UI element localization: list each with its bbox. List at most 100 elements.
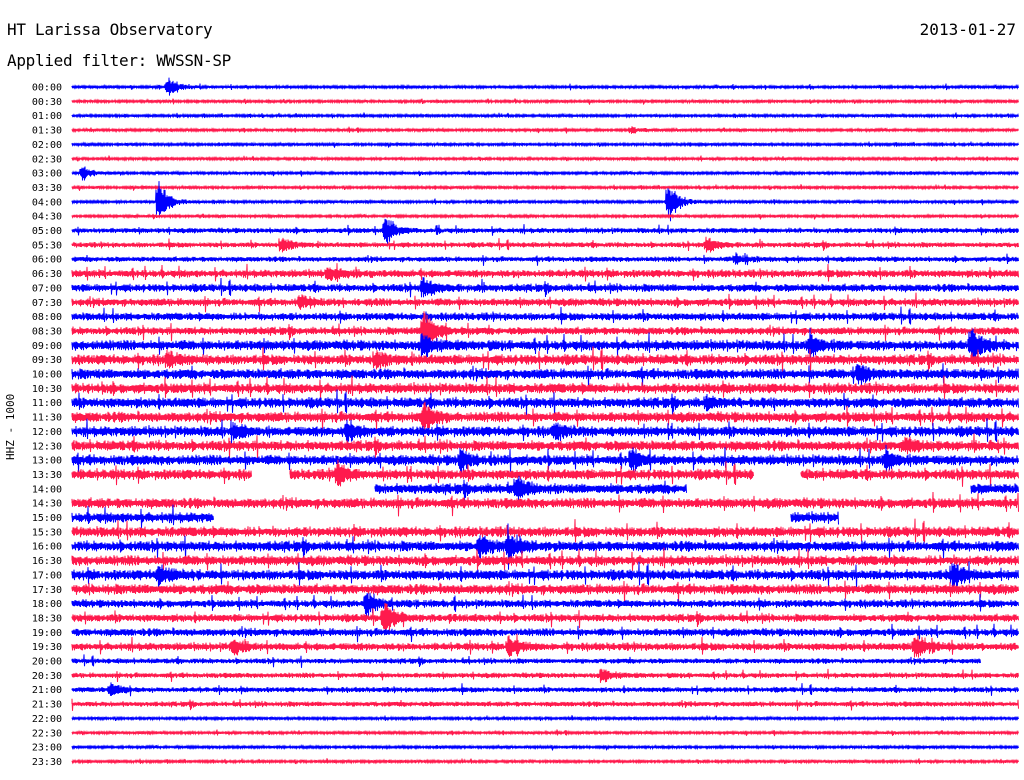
date-label: 2013-01-27 — [919, 20, 1016, 39]
row-time-label: 02:00 — [32, 140, 62, 151]
row-time-label: 15:30 — [32, 527, 62, 538]
row-time-label: 11:30 — [32, 413, 62, 424]
row-time-label: 21:00 — [32, 685, 62, 696]
row-time-label: 21:30 — [32, 700, 62, 711]
trace-row — [71, 633, 1019, 658]
row-time-label: 17:30 — [32, 585, 62, 596]
row-time-label: 18:30 — [32, 613, 62, 624]
station-title: HT Larissa Observatory — [7, 20, 213, 39]
row-time-label: 23:30 — [32, 757, 62, 768]
trace-row — [71, 698, 1019, 711]
trace-row — [374, 475, 1019, 501]
row-time-label: 07:00 — [32, 283, 62, 294]
row-time-label: 12:30 — [32, 441, 62, 452]
row-time-label: 15:00 — [32, 513, 62, 524]
trace-row — [71, 758, 1019, 765]
trace-row — [71, 212, 1019, 220]
row-time-label: 10:30 — [32, 384, 62, 395]
row-time-label: 13:30 — [32, 470, 62, 481]
trace-row — [71, 77, 1019, 96]
trace-row — [71, 580, 1019, 603]
row-time-label: 11:00 — [32, 398, 62, 409]
trace-row — [71, 602, 1019, 633]
row-time-label: 04:30 — [32, 212, 62, 223]
trace-row — [71, 166, 1019, 181]
trace-row — [71, 184, 1019, 191]
row-time-label: 08:00 — [32, 312, 62, 323]
row-time-label: 14:00 — [32, 484, 62, 495]
row-time-label: 13:00 — [32, 456, 62, 467]
trace-row — [71, 327, 1019, 362]
trace-row — [71, 236, 1019, 253]
row-time-label: 01:30 — [32, 126, 62, 137]
trace-row — [71, 729, 1019, 737]
trace-row — [71, 306, 1019, 325]
row-time-label: 14:30 — [32, 499, 62, 510]
trace-row — [71, 292, 1019, 313]
trace-row — [71, 181, 1019, 222]
row-time-label: 09:30 — [32, 355, 62, 366]
row-time-label: 05:30 — [32, 240, 62, 251]
trace-row — [71, 547, 1019, 571]
trace-row — [71, 523, 1019, 570]
row-time-label: 03:30 — [32, 183, 62, 194]
trace-row — [71, 682, 1019, 697]
row-time-label: 19:30 — [32, 642, 62, 653]
trace-row — [71, 504, 839, 528]
trace-row — [71, 311, 1019, 351]
trace-row — [71, 668, 1019, 683]
trace-row — [71, 491, 1019, 517]
row-time-label: 05:00 — [32, 226, 62, 237]
row-time-label: 07:30 — [32, 298, 62, 309]
trace-row — [71, 418, 1019, 446]
trace-row — [71, 98, 1019, 105]
trace-row — [71, 363, 1019, 388]
trace-row — [71, 401, 1019, 431]
row-time-label: 22:00 — [32, 714, 62, 725]
trace-row — [71, 715, 1019, 722]
row-time-label: 01:00 — [32, 111, 62, 122]
trace-row — [71, 141, 1019, 148]
trace-row — [71, 743, 1019, 751]
row-time-label: 22:30 — [32, 728, 62, 739]
trace-row — [71, 561, 1019, 590]
trace-row — [71, 263, 1019, 283]
trace-row — [71, 433, 1019, 460]
row-time-label: 10:00 — [32, 370, 62, 381]
row-time-label: 12:00 — [32, 427, 62, 438]
row-time-label: 17:00 — [32, 570, 62, 581]
trace-row — [71, 518, 1019, 543]
trace-row — [71, 218, 1019, 244]
row-time-label: 08:30 — [32, 326, 62, 337]
row-time-label: 19:00 — [32, 628, 62, 639]
trace-row — [71, 346, 1019, 374]
row-time-label: 23:00 — [32, 743, 62, 754]
row-time-label: 16:30 — [32, 556, 62, 567]
row-time-label: 00:00 — [32, 83, 62, 94]
row-time-label: 16:00 — [32, 542, 62, 553]
trace-row — [71, 389, 1019, 417]
row-time-label: 06:00 — [32, 255, 62, 266]
row-time-label: 20:00 — [32, 657, 62, 668]
trace-row — [71, 623, 1019, 643]
row-time-label: 04:00 — [32, 197, 62, 208]
trace-row — [71, 375, 1019, 399]
trace-row — [71, 126, 1019, 134]
row-time-label: 00:30 — [32, 97, 62, 108]
trace-row — [71, 592, 1019, 617]
filter-label: Applied filter: WWSSN-SP — [7, 51, 231, 70]
trace-row — [71, 155, 1019, 162]
trace-row — [71, 654, 981, 668]
row-time-label: 02:30 — [32, 154, 62, 165]
trace-row — [71, 459, 1019, 489]
trace-row — [71, 252, 1019, 266]
trace-row — [71, 112, 1019, 119]
trace-row — [71, 444, 1019, 475]
row-time-label: 20:30 — [32, 671, 62, 682]
row-time-label: 06:30 — [32, 269, 62, 280]
row-time-label: 18:00 — [32, 599, 62, 610]
row-time-label: 03:00 — [32, 169, 62, 180]
trace-row — [71, 277, 1019, 298]
row-time-label: 09:00 — [32, 341, 62, 352]
